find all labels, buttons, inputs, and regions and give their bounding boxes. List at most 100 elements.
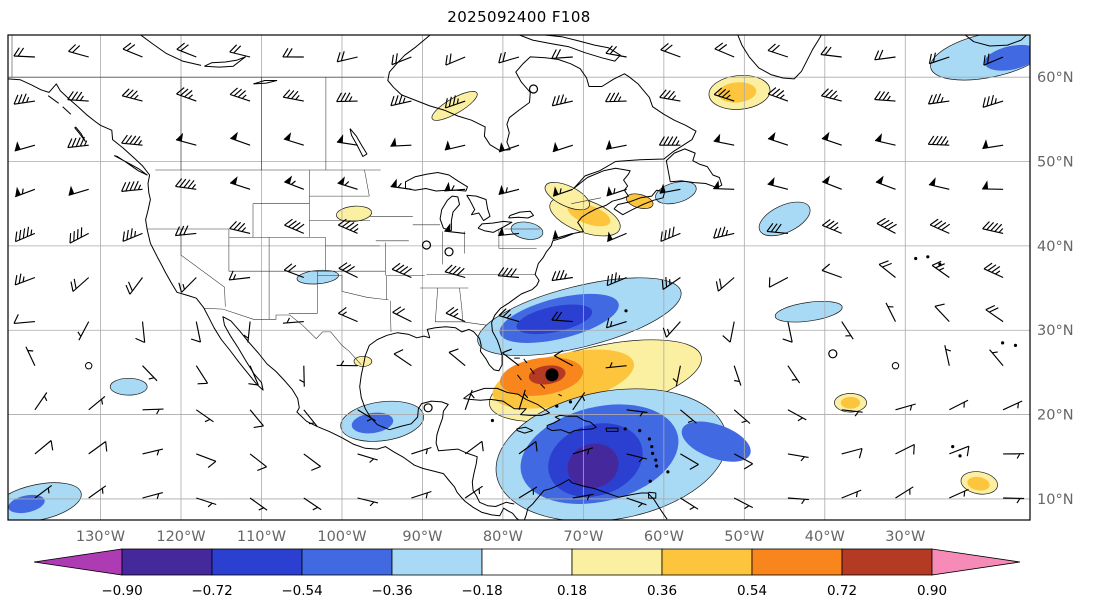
barb-pennant	[552, 141, 559, 152]
barb-staff	[393, 349, 412, 367]
barb-staff	[927, 93, 950, 105]
barb-staff	[391, 262, 413, 279]
wind-barb	[949, 399, 969, 411]
wind-barb	[502, 348, 520, 367]
island-dot	[638, 429, 642, 433]
wind-barb	[125, 277, 143, 295]
contour-region-nova-scotia-positive-spot	[626, 193, 654, 209]
barb-staff	[175, 178, 197, 190]
barb-pennant	[982, 139, 989, 149]
barb-staff	[336, 360, 358, 367]
barb-pennant	[768, 132, 776, 141]
colorbar-tick-label: −0.36	[371, 583, 412, 599]
barb-staff	[944, 345, 952, 366]
island-dot	[951, 445, 955, 449]
barb-staff	[498, 232, 520, 237]
coastline-path	[558, 393, 562, 397]
barb-staff	[34, 392, 48, 411]
wind-barb	[552, 141, 573, 153]
colorbar-segment	[481, 548, 573, 576]
wind-barb	[283, 132, 304, 146]
coastline-path	[546, 414, 597, 434]
plot-title: 2025092400 F108	[447, 8, 591, 26]
wind-barb	[713, 87, 735, 102]
colorbar-tick-label: 0.18	[557, 583, 587, 599]
barb-staff	[390, 94, 412, 107]
coastline-path	[529, 367, 535, 375]
barb-staff	[660, 42, 681, 58]
wind-barb	[605, 92, 627, 103]
wind-barb	[174, 225, 197, 237]
wind-barb	[841, 321, 854, 340]
barb-staff	[68, 188, 89, 196]
barb-staff	[626, 409, 648, 417]
barb-staff	[767, 87, 789, 102]
wind-barb	[135, 321, 146, 344]
barb-staff	[876, 217, 897, 234]
barb-staff	[714, 42, 735, 58]
wind-barb	[715, 277, 735, 292]
wind-barb	[284, 218, 305, 234]
coastline-path	[439, 195, 460, 232]
barb-staff	[572, 447, 594, 455]
x-tick-label: 80°W	[483, 529, 523, 545]
wind-barb	[25, 346, 36, 366]
wind-barb	[282, 89, 304, 102]
island-dot	[650, 445, 654, 449]
barb-staff	[299, 365, 305, 387]
wind-barb	[552, 229, 573, 240]
wind-barb	[249, 453, 267, 472]
barb-staff	[983, 53, 1004, 66]
barb-staff	[733, 497, 754, 510]
x-tick-label: 70°W	[563, 529, 603, 545]
barb-pennant	[822, 175, 830, 184]
barb-staff	[283, 138, 304, 146]
map-frame	[7, 34, 1031, 521]
island-dot	[958, 454, 962, 458]
x-tick-label: 60°W	[644, 529, 684, 545]
colorbar-extend-right-arrow	[931, 548, 1021, 576]
barb-pennant	[336, 134, 344, 143]
wind-barb	[393, 349, 412, 367]
wind-barb	[782, 321, 793, 343]
colorbar-tick-label: −0.90	[101, 583, 142, 599]
barb-staff	[411, 490, 432, 499]
wind-barb	[464, 389, 475, 410]
barb-staff	[229, 182, 251, 190]
state-border-line	[364, 169, 370, 197]
barb-staff	[338, 262, 358, 279]
barb-staff	[626, 497, 647, 508]
barb-staff	[411, 446, 432, 455]
barb-staff	[77, 321, 90, 341]
island-dot	[624, 309, 628, 313]
wind-barb	[841, 447, 863, 459]
barb-staff	[391, 53, 412, 66]
barb-pennant	[875, 175, 884, 184]
barb-staff	[787, 365, 801, 384]
barb-staff	[518, 389, 529, 410]
barb-staff	[121, 88, 143, 102]
x-tick-label: 30°W	[885, 529, 925, 545]
barb-staff	[88, 395, 106, 411]
colorbar-segment	[391, 548, 483, 576]
colorbar: −0.90 −0.72 −0.54 −0.36 −0.18 0.18 0.36 0.54 0.7…	[33, 548, 1021, 599]
wind-barb	[929, 218, 951, 234]
barb-staff	[498, 144, 520, 153]
island-dot	[1013, 343, 1018, 347]
wind-barb	[626, 453, 648, 463]
island-dot	[1001, 341, 1005, 345]
barb-staff	[88, 485, 107, 499]
colorbar-tick-label: 0.54	[737, 583, 767, 599]
barb-staff	[14, 273, 36, 286]
contour-region-north-atlantic-negative-core	[984, 44, 1030, 71]
state-border-line	[459, 287, 463, 322]
wind-barb	[230, 131, 251, 146]
barb-staff	[672, 365, 681, 387]
barb-staff	[661, 277, 681, 290]
contour-region-dakotas-positive-spot	[336, 205, 372, 222]
wind-barb	[659, 183, 681, 194]
wind-barb	[552, 186, 573, 197]
calm-wind-marker	[891, 362, 900, 370]
